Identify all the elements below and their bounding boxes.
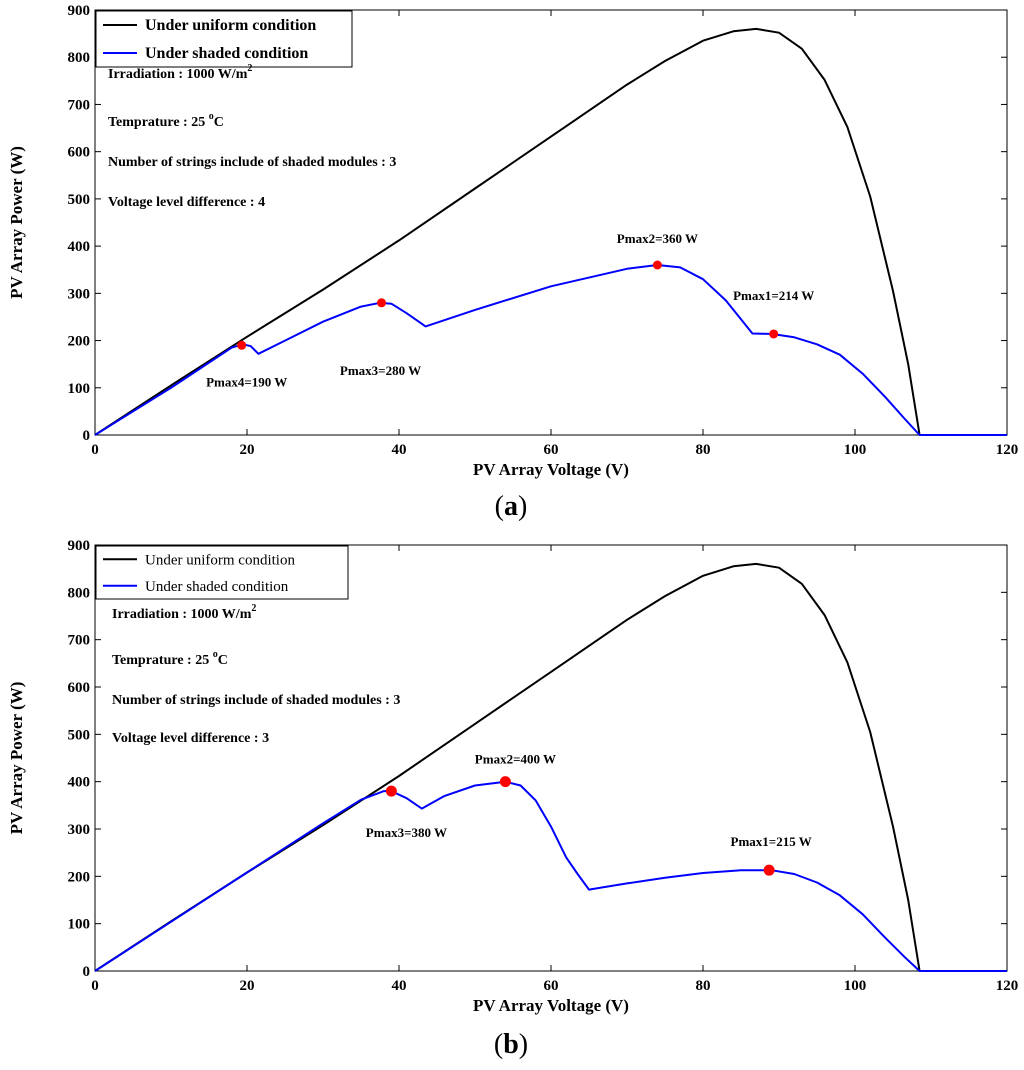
note-irradiation: Irradiation : 1000 W/m2 — [112, 603, 256, 622]
x-axis-label: PV Array Voltage (V) — [473, 996, 629, 1015]
y-axis-label: PV Array Power (W) — [7, 146, 26, 299]
legend: Under uniform condition Under shaded cond… — [95, 545, 349, 600]
y-tick-label: 200 — [68, 334, 91, 350]
y-tick-label: 300 — [68, 822, 91, 838]
x-tick-label: 100 — [844, 442, 867, 458]
y-tick-label: 500 — [68, 727, 91, 743]
series-shaded-line — [94, 780, 1007, 972]
x-tick-label: 20 — [240, 442, 255, 458]
y-tick-label: 600 — [68, 145, 91, 161]
x-tick-label: 80 — [696, 978, 711, 994]
panel-letter: b — [503, 1029, 519, 1060]
note-strings: Number of strings include of shaded modu… — [112, 693, 400, 708]
x-tick-label: 0 — [91, 978, 99, 994]
pmax-marker — [763, 864, 775, 876]
note-voltage-difference: Voltage level difference : 4 — [108, 195, 265, 210]
legend-box — [95, 10, 353, 68]
plot-area — [94, 544, 1008, 972]
note-superscript: o — [209, 111, 214, 122]
pmax-marker — [377, 298, 387, 308]
pmax-marker — [499, 776, 511, 788]
y-tick-label: 500 — [68, 192, 91, 208]
y-tick-label: 300 — [68, 286, 91, 302]
pmax-label: Pmax2=400 W — [475, 752, 556, 767]
note-voltage-difference: Voltage level difference : 3 — [112, 731, 269, 746]
y-tick-label: 900 — [68, 3, 91, 19]
x-tick-label: 80 — [696, 442, 711, 458]
y-axis-label: PV Array Power (W) — [7, 682, 26, 835]
pmax-label: Pmax1=215 W — [731, 834, 812, 849]
pmax-marker — [769, 329, 779, 339]
y-tick-label: 400 — [68, 239, 91, 255]
x-tick-label: 20 — [240, 978, 255, 994]
legend: Under uniform condition Under shaded cond… — [95, 10, 353, 68]
x-axis-label: PV Array Voltage (V) — [473, 460, 629, 479]
x-tick-label: 0 — [91, 442, 99, 458]
pmax-label: Pmax1=214 W — [733, 288, 814, 303]
panel-paren: ( — [494, 1029, 503, 1060]
panel-label: (b) — [494, 1029, 528, 1060]
panel-paren: ) — [518, 491, 527, 522]
y-tick-label: 400 — [68, 775, 91, 791]
pmax-marker — [237, 340, 247, 350]
y-tick-label: 100 — [68, 917, 91, 933]
legend-box — [95, 545, 349, 600]
series-uniform-line — [94, 27, 1007, 436]
note-unit: C — [214, 115, 224, 130]
y-tick-label: 900 — [68, 538, 91, 554]
x-tick-label: 100 — [844, 978, 867, 994]
note-temperature: Temprature : 25 oC — [108, 111, 224, 130]
legend-label: Under shaded condition — [145, 45, 308, 62]
y-tick-label: 800 — [68, 585, 91, 601]
legend-label: Under uniform condition — [145, 17, 316, 34]
y-tick-label: 100 — [68, 381, 91, 397]
legend-label: Under shaded condition — [145, 579, 289, 595]
y-tick-label: 700 — [68, 97, 91, 113]
y-tick-label: 700 — [68, 633, 91, 649]
pmax-marker — [652, 260, 662, 270]
panel-label: (a) — [495, 491, 528, 522]
y-tick-label: 200 — [68, 869, 91, 885]
pmax-label: Pmax2=360 W — [617, 231, 698, 246]
panel-paren: ) — [519, 1029, 528, 1060]
x-tick-label: 60 — [544, 978, 559, 994]
chart-panel-a: 0 20 40 60 80 100 120 0 100 200 300 400 500 600 700 800… — [7, 3, 1018, 522]
x-tick-label: 40 — [392, 978, 407, 994]
note-strings: Number of strings include of shaded modu… — [108, 155, 396, 170]
panel-paren: ( — [495, 491, 504, 522]
pmax-label: Pmax4=190 W — [206, 374, 287, 389]
legend-label: Under uniform condition — [145, 552, 295, 568]
pmax-label: Pmax3=380 W — [366, 825, 447, 840]
x-tick-label: 40 — [392, 442, 407, 458]
y-tick-label: 0 — [83, 964, 91, 980]
note-superscript: 2 — [247, 63, 252, 74]
y-tick-label: 0 — [83, 428, 91, 444]
y-tick-label: 600 — [68, 680, 91, 696]
pmax-marker — [385, 785, 397, 797]
plot-area — [94, 9, 1008, 436]
note-unit: C — [218, 653, 228, 668]
y-tick-label: 800 — [68, 50, 91, 66]
x-tick-label: 60 — [544, 442, 559, 458]
x-tick-label: 120 — [996, 442, 1019, 458]
x-tick-label: 120 — [996, 978, 1019, 994]
chart-panel-b: 0 20 40 60 80 100 120 0 100 200 300 400 500 600 700 800… — [7, 538, 1018, 1060]
note-temperature: Temprature : 25 oC — [112, 649, 228, 668]
note-irradiation: Irradiation : 1000 W/m2 — [108, 63, 252, 82]
note-superscript: o — [213, 649, 218, 660]
pmax-label: Pmax3=280 W — [340, 363, 421, 378]
note-superscript: 2 — [251, 603, 256, 614]
series-shaded-line — [94, 264, 1007, 436]
panel-letter: a — [504, 491, 518, 522]
